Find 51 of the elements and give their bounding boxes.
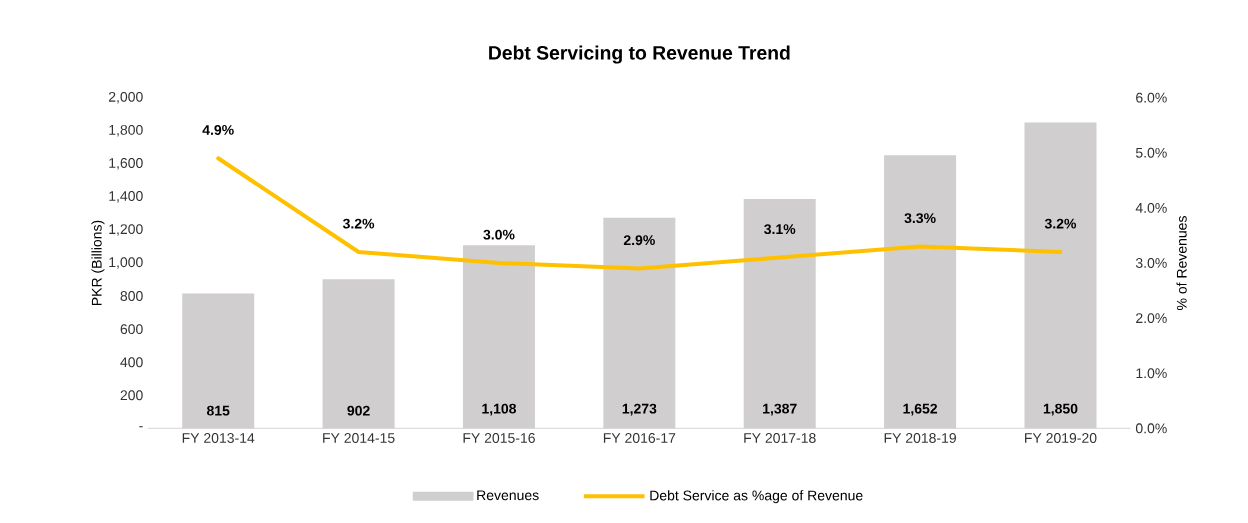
y-tick-label: 1,000 [109,257,143,269]
data-label: 3.2% [342,218,375,229]
y-axis-title: PKR (Billions) [91,220,105,306]
x-tick-label: FY 2016-17 [603,433,676,443]
y2-tick-label: 2.0% [1136,313,1167,324]
y2-tick-label: 4.0% [1135,202,1167,213]
bar [182,293,255,429]
data-label: 3.1% [764,224,796,235]
data-label: 815 [206,405,230,416]
y-tick-label: 2,000 [108,91,143,104]
bar [1024,122,1097,429]
y2-tick-label: 0.0% [1135,423,1167,434]
y2-tick-label: 3.0% [1135,258,1167,268]
y-tick-label: 200 [120,390,143,401]
y2-tick-label: 1.0% [1136,368,1167,379]
y-tick-label: - [139,426,143,428]
data-label: 1,387 [763,403,797,416]
y2-tick-label: 6.0% [1136,92,1167,103]
y-tick-label: 1,400 [109,191,143,203]
x-tick-label: FY 2017-18 [744,433,816,443]
legend-label: Revenues [477,490,539,501]
data-label: 1,652 [903,403,938,416]
x-tick-label: FY 2015-16 [463,433,535,443]
y2-tick-label: 5.0% [1135,147,1167,158]
bar [884,155,957,429]
bar [743,199,816,429]
bar [322,279,395,429]
data-label: 1,273 [622,403,657,416]
chart-title: Debt Servicing to Revenue Trend [489,45,790,64]
data-label: 3.0% [483,229,515,240]
x-tick-label: FY 2018-19 [884,433,956,443]
data-label: 3.2% [1044,218,1077,229]
bar [462,245,535,429]
y-tick-label: 1,600 [109,158,143,170]
legend-label: Debt Service as %age of Revenue [650,490,863,504]
data-label: 1,850 [1043,403,1078,416]
bar [603,217,676,429]
y-tick-label: 600 [120,324,143,335]
y-tick-label: 800 [120,291,143,302]
x-tick-label: FY 2019-20 [1025,433,1097,443]
y-tick-label: 400 [120,357,143,368]
data-label: 1,108 [482,403,517,416]
y-tick-label: 1,800 [109,124,143,137]
data-label: 3.3% [904,213,936,224]
x-tick-label: FY 2013-14 [182,433,255,443]
data-label: 2.9% [623,235,655,246]
y2-axis-title: % of Revenues [1176,216,1187,310]
data-label: 4.9% [202,125,234,135]
data-label: 902 [347,405,370,416]
y-tick-label: 1,200 [109,224,143,236]
x-tick-label: FY 2014-15 [323,433,395,443]
